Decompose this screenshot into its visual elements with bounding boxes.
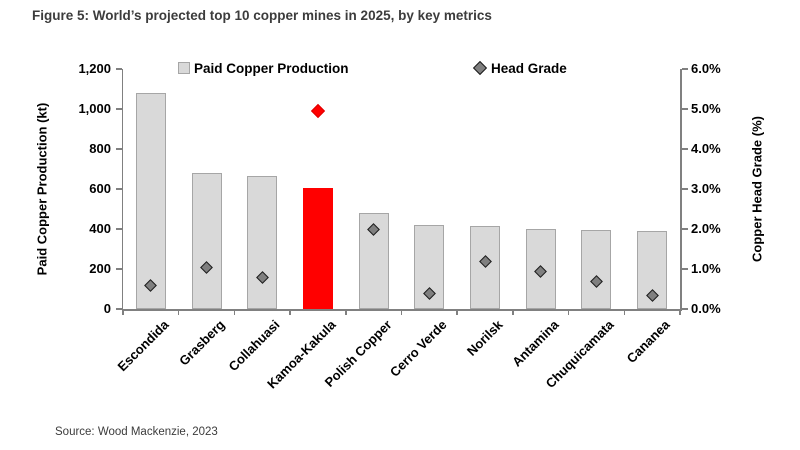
y2-axis-line xyxy=(680,69,682,311)
y2-axis-tick-label: 0.0% xyxy=(691,301,721,316)
x-axis-tick xyxy=(289,309,291,315)
y2-axis-tick-label: 5.0% xyxy=(691,101,721,116)
y2-axis-tick xyxy=(681,228,688,230)
bar-collahuasi xyxy=(247,176,278,309)
x-axis-tick xyxy=(233,309,236,315)
bar-grasberg xyxy=(191,173,222,309)
bar-chuquicamata xyxy=(581,230,612,309)
x-axis-tick xyxy=(512,309,514,315)
x-axis-tick xyxy=(122,309,124,315)
y-axis-tick xyxy=(115,228,122,230)
x-axis-tick xyxy=(567,309,570,315)
bar-norilsk xyxy=(470,226,501,309)
y-axis-tick-label: 600 xyxy=(89,181,111,196)
y-axis-tick xyxy=(115,268,122,270)
head-grade-marker-kamoa-kakula xyxy=(310,103,326,119)
x-axis-line xyxy=(121,309,682,311)
y-axis-tick xyxy=(115,188,122,190)
x-axis-tick xyxy=(679,309,681,315)
x-axis-tick xyxy=(623,309,626,315)
y2-axis-tick xyxy=(681,188,688,190)
y2-axis-tick xyxy=(681,68,688,70)
y-axis-tick-label: 1,200 xyxy=(78,61,111,76)
y2-axis-tick xyxy=(681,268,688,270)
bar-kamoa-kakula xyxy=(302,188,333,309)
y-axis-tick-label: 800 xyxy=(89,141,111,156)
y2-axis-tick xyxy=(681,148,688,150)
y-axis-tick-label: 1,000 xyxy=(78,101,111,116)
source-note: Source: Wood Mackenzie, 2023 xyxy=(55,426,218,438)
legend-item-paid-copper-production: Paid Copper Production xyxy=(178,60,349,76)
y2-axis-tick-label: 6.0% xyxy=(691,61,721,76)
y-axis-tick-label: 400 xyxy=(89,221,111,236)
x-axis-tick xyxy=(400,309,403,315)
y-axis-tick-label: 200 xyxy=(89,261,111,276)
x-axis-tick xyxy=(345,309,347,315)
bar-escondida xyxy=(135,93,166,309)
y2-axis-tick-label: 2.0% xyxy=(691,221,721,236)
bar-swatch-icon xyxy=(178,62,190,74)
y-axis-tick xyxy=(115,108,122,110)
y2-axis-tick-label: 1.0% xyxy=(691,261,721,276)
x-axis-tick xyxy=(177,309,180,315)
legend-label-paid-copper-production: Paid Copper Production xyxy=(194,60,349,76)
legend-label-head-grade: Head Grade xyxy=(491,60,567,76)
y-axis-tick xyxy=(115,148,122,150)
y2-axis-tick xyxy=(681,308,688,310)
x-axis-tick xyxy=(456,309,458,315)
bar-polish-copper xyxy=(358,213,389,309)
y-axis-tick xyxy=(115,68,122,70)
y2-axis-tick xyxy=(681,108,688,110)
y2-axis-tick-label: 3.0% xyxy=(691,181,721,196)
figure-title: Figure 5: World’s projected top 10 coppe… xyxy=(32,8,492,23)
y2-axis-tick-label: 4.0% xyxy=(691,141,721,156)
y-axis-tick xyxy=(115,308,122,310)
y-axis-line xyxy=(121,69,123,311)
legend-item-head-grade: Head Grade xyxy=(472,60,567,76)
y-axis-tick-label: 0 xyxy=(103,301,111,316)
